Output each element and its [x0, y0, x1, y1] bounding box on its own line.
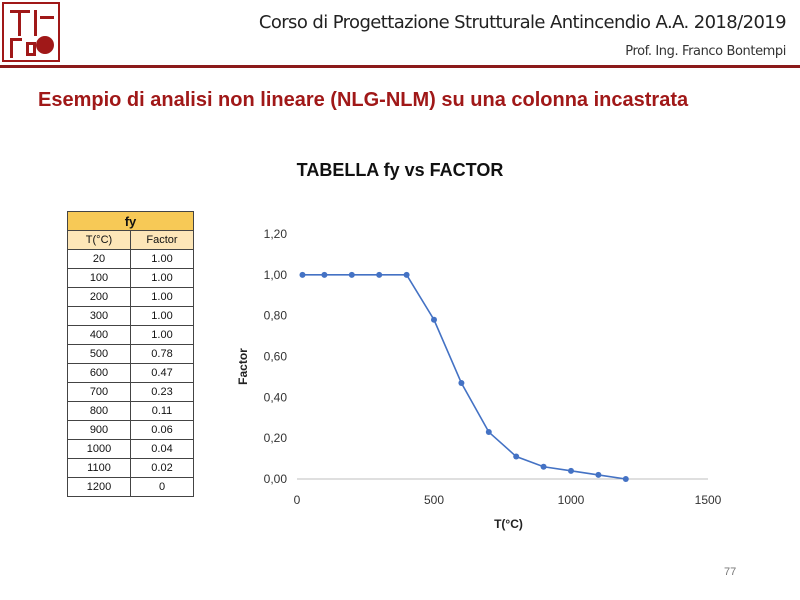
table-cell: 0.11	[130, 401, 194, 421]
logo	[2, 2, 60, 62]
table-row: 1000 0.04	[67, 439, 194, 459]
table-cell: 0.06	[130, 420, 194, 440]
column-header: Factor	[130, 230, 194, 250]
table-cell: 1.00	[130, 306, 194, 326]
data-point	[403, 271, 410, 278]
table-row: 1100 0.02	[67, 458, 194, 478]
data-point	[458, 380, 465, 387]
professor-name: Prof. Ing. Franco Bontempi	[625, 44, 786, 59]
data-point	[485, 429, 492, 436]
data-point	[595, 471, 602, 478]
table-cell: 0.23	[130, 382, 194, 402]
table-row: 900 0.06	[67, 420, 194, 440]
data-point	[513, 453, 520, 460]
table-row: 700 0.23	[67, 382, 194, 402]
y-tick-label: 0,20	[264, 431, 288, 445]
y-tick-label: 1,00	[264, 268, 288, 282]
data-point	[321, 271, 328, 278]
table-row: 1200 0	[67, 477, 194, 497]
table-row: 20 1.00	[67, 249, 194, 269]
y-tick-label: 0,00	[264, 472, 288, 486]
y-tick-label: 1,20	[264, 227, 288, 241]
table-row: 400 1.00	[67, 325, 194, 345]
data-point	[299, 271, 306, 278]
table-cell: 0	[130, 477, 194, 497]
x-axis-label: T(°C)	[494, 517, 523, 531]
table-cell: 0.02	[130, 458, 194, 478]
table-cell: 700	[67, 382, 131, 402]
data-point	[568, 467, 574, 474]
slide-title: Esempio di analisi non lineare (NLG-NLM)…	[38, 89, 689, 111]
table-cell: 1000	[67, 439, 131, 459]
header-divider	[0, 65, 800, 68]
table-title: fy	[67, 211, 194, 231]
page-number: 77	[724, 566, 737, 578]
y-axis-label: Factor	[236, 348, 250, 385]
data-point	[540, 463, 547, 470]
column-header: T(°C)	[67, 230, 131, 250]
x-tick-label: 0	[294, 493, 301, 507]
x-tick-label: 1000	[558, 493, 585, 507]
x-tick-label: 1500	[695, 493, 722, 507]
table-cell: 0.47	[130, 363, 194, 383]
data-point	[431, 316, 437, 323]
y-tick-label: 0,60	[264, 350, 288, 364]
table-cell: 20	[67, 249, 131, 269]
table-row: 600 0.47	[67, 363, 194, 383]
chart-title: TABELLA fy vs FACTOR	[296, 160, 504, 180]
y-tick-label: 0,40	[264, 390, 288, 404]
data-table: fy T(°C) Factor 20 1.00 100 1.00 200 1.00 300 1.…	[67, 211, 194, 497]
course-title: Corso di Progettazione Strutturale Antin…	[258, 12, 787, 33]
y-tick-label: 0,80	[264, 309, 288, 323]
series-line	[302, 274, 626, 480]
table-row: 800 0.11	[67, 401, 194, 421]
data-point	[348, 271, 355, 278]
data-point	[622, 476, 629, 482]
data-point	[376, 271, 383, 278]
x-tick-label: 500	[424, 493, 444, 507]
table-cell: 1.00	[130, 287, 194, 307]
